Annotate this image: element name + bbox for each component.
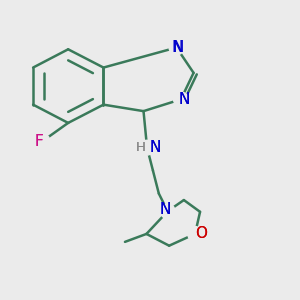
Text: H: H	[136, 141, 146, 154]
Text: N: N	[150, 140, 161, 155]
Circle shape	[35, 134, 50, 148]
Circle shape	[188, 226, 203, 241]
Text: N: N	[178, 92, 190, 107]
Circle shape	[140, 140, 154, 155]
Circle shape	[174, 92, 188, 107]
Text: O: O	[195, 226, 207, 242]
Circle shape	[160, 204, 175, 219]
Circle shape	[169, 40, 184, 55]
Text: H: H	[136, 141, 146, 154]
Text: N: N	[159, 202, 170, 217]
Text: N: N	[150, 140, 161, 155]
Text: F: F	[34, 134, 43, 149]
Text: N: N	[172, 40, 184, 55]
Text: N: N	[159, 202, 170, 217]
Text: F: F	[34, 134, 43, 149]
Text: O: O	[195, 226, 207, 242]
Text: N: N	[179, 92, 190, 107]
Text: N: N	[172, 40, 183, 55]
